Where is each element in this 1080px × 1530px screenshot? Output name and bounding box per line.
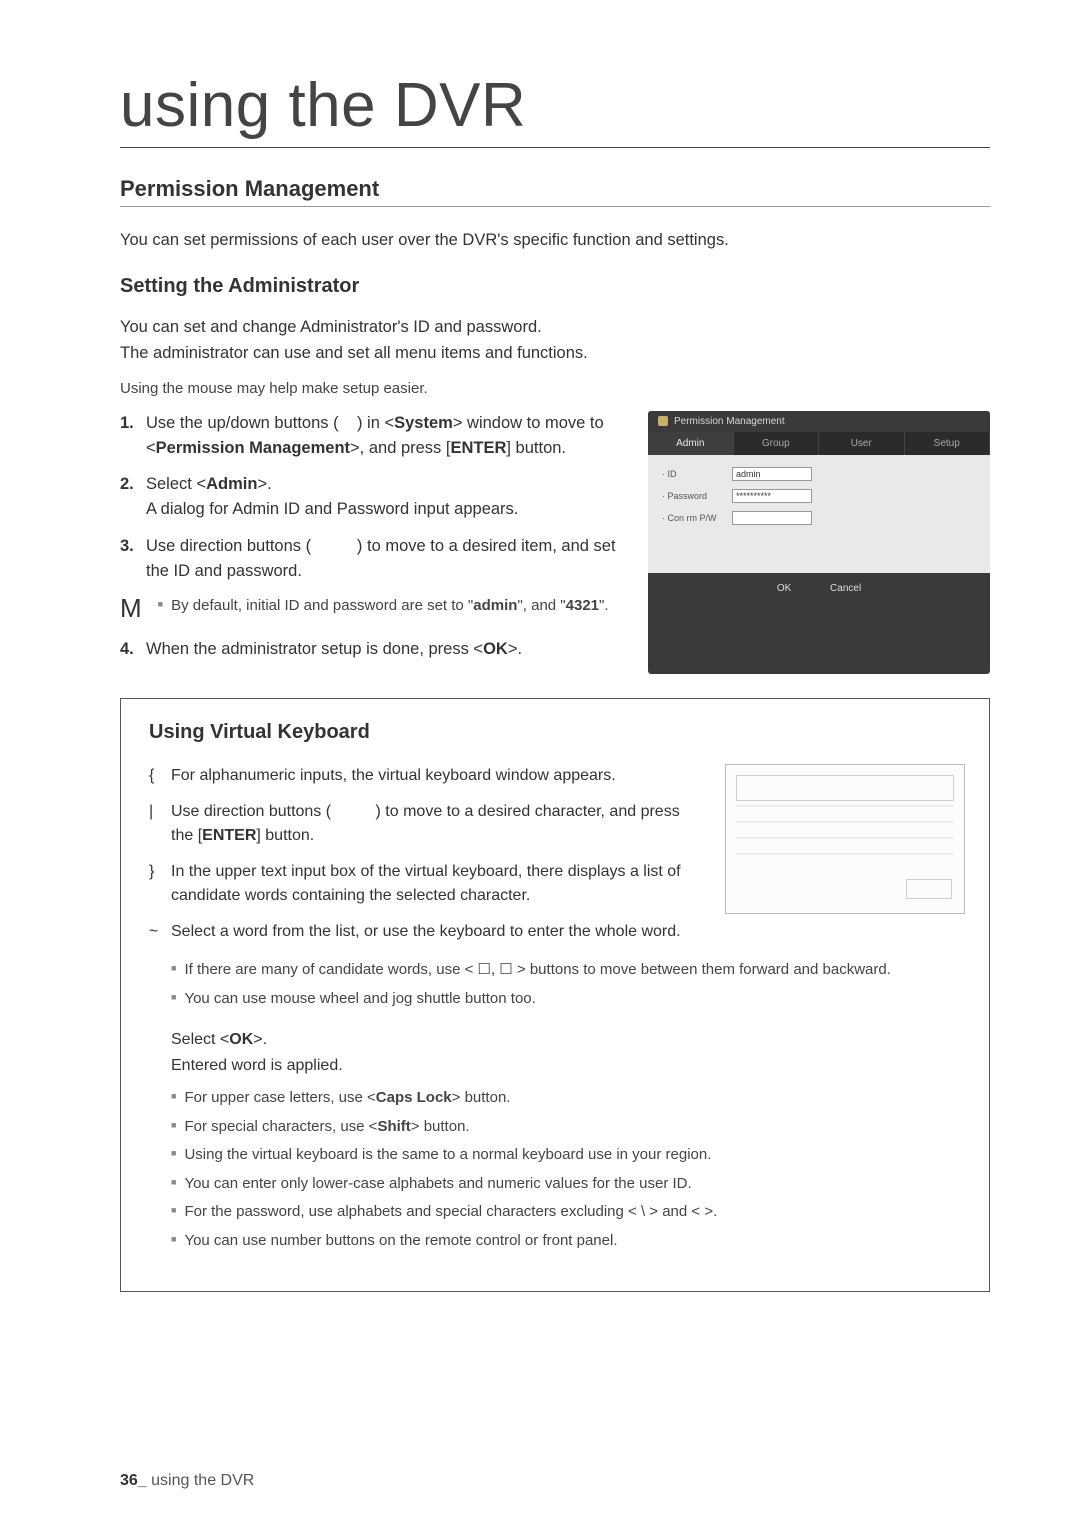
vk-item-2: |Use direction buttons ( ) to move to a … bbox=[149, 800, 705, 848]
note-icon: M bbox=[120, 595, 142, 621]
vk-heading: Using Virtual Keyboard bbox=[149, 721, 965, 744]
user-icon bbox=[658, 416, 668, 426]
virtual-keyboard-illustration bbox=[725, 764, 965, 914]
vk-select-ok: Select <OK>. bbox=[171, 1027, 965, 1053]
step-3: 3. Use direction buttons ( ) to move to … bbox=[120, 534, 622, 584]
pw-input[interactable]: ********** bbox=[732, 489, 812, 503]
vk-sub1-0: If there are many of candidate words, us… bbox=[171, 956, 965, 985]
vk-item-3: }In the upper text input box of the virt… bbox=[149, 860, 705, 908]
ok-button[interactable]: OK bbox=[763, 581, 805, 596]
pw-label: · Password bbox=[662, 491, 722, 501]
vk-item-4: ~Select a word from the list, or use the… bbox=[149, 920, 965, 944]
vk-sub2-0: For upper case letters, use <Caps Lock> … bbox=[171, 1084, 965, 1113]
tab-user[interactable]: User bbox=[819, 432, 905, 455]
screenshot-title: Permission Management bbox=[674, 416, 785, 427]
vk-sub2-2: Using the virtual keyboard is the same t… bbox=[171, 1141, 965, 1170]
vk-sub2-1: For special characters, use <Shift> butt… bbox=[171, 1113, 965, 1142]
default-note: M By default, initial ID and password ar… bbox=[120, 595, 622, 621]
vk-sub2-3: You can enter only lower-case alphabets … bbox=[171, 1170, 965, 1199]
tab-admin[interactable]: Admin bbox=[648, 432, 734, 455]
admin-heading: Setting the Administrator bbox=[120, 275, 990, 298]
vk-sub2-5: You can use number buttons on the remote… bbox=[171, 1227, 965, 1256]
step-2: 2. Select <Admin>.A dialog for Admin ID … bbox=[120, 472, 622, 522]
vk-sub2-4: For the password, use alphabets and spec… bbox=[171, 1198, 965, 1227]
step-4: 4. When the administrator setup is done,… bbox=[120, 637, 622, 662]
vk-entered: Entered word is applied. bbox=[171, 1053, 965, 1079]
admin-p1: You can set and change Administrator's I… bbox=[120, 316, 990, 340]
id-label: · ID bbox=[662, 469, 722, 479]
step-1: 1. Use the up/down buttons ( ) in <Syste… bbox=[120, 411, 622, 461]
confirm-label: · Con rm P/W bbox=[662, 513, 722, 523]
cancel-button[interactable]: Cancel bbox=[816, 581, 875, 596]
virtual-keyboard-box: Using Virtual Keyboard {For alphanumeric… bbox=[120, 698, 990, 1292]
tab-setup[interactable]: Setup bbox=[905, 432, 991, 455]
section-intro: You can set permissions of each user ove… bbox=[120, 229, 990, 253]
vk-sub1-1: You can use mouse wheel and jog shuttle … bbox=[171, 985, 965, 1014]
confirm-input[interactable] bbox=[732, 511, 812, 525]
screenshot-permission: Permission Management Admin Group User S… bbox=[648, 411, 990, 674]
admin-p2: The administrator can use and set all me… bbox=[120, 342, 990, 366]
mouse-note: Using the mouse may help make setup easi… bbox=[120, 380, 990, 397]
tab-group[interactable]: Group bbox=[734, 432, 820, 455]
section-heading: Permission Management bbox=[120, 176, 990, 207]
page-footer: 36_ using the DVR bbox=[120, 1472, 254, 1490]
page-title: using the DVR bbox=[120, 70, 990, 148]
id-input[interactable]: admin bbox=[732, 467, 812, 481]
vk-item-1: {For alphanumeric inputs, the virtual ke… bbox=[149, 764, 705, 788]
